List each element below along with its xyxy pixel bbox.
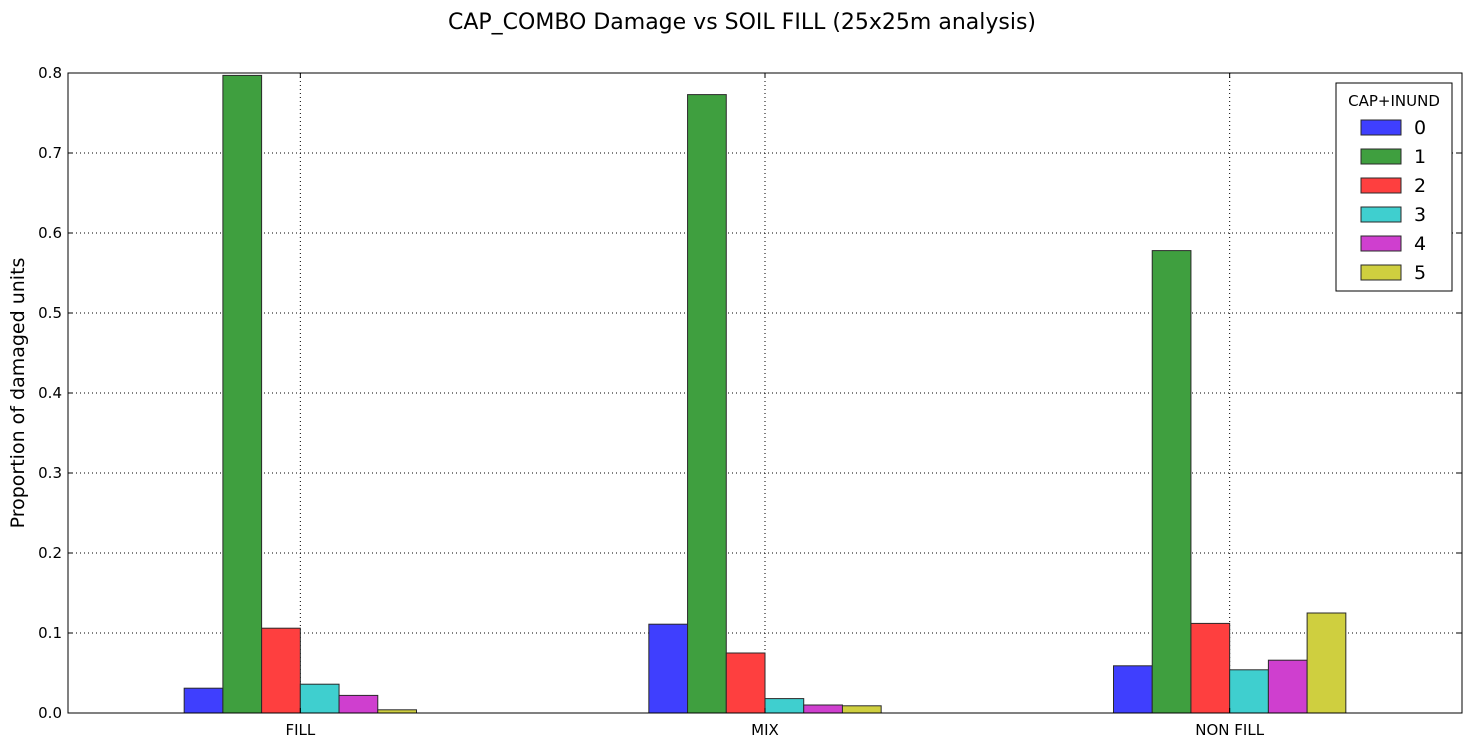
x-tick-label: NON FILL: [1195, 721, 1264, 739]
legend-swatch-3: [1360, 206, 1402, 223]
y-tick-label: 0.5: [38, 304, 62, 322]
bar-fill-series-1: [222, 74, 263, 714]
legend-label-5: 5: [1414, 262, 1426, 284]
legend-label-1: 1: [1414, 146, 1426, 168]
grid-lines: [68, 73, 1462, 713]
bar-mix-series-2: [725, 652, 766, 714]
y-tick-label: 0.2: [38, 544, 62, 562]
legend-label-2: 2: [1414, 175, 1426, 197]
bar-mix-series-0: [648, 623, 689, 714]
bar-non-fill-series-2: [1190, 622, 1231, 714]
x-tick-label: MIX: [751, 721, 779, 739]
bar-mix-series-3: [764, 698, 805, 714]
legend-label-0: 0: [1414, 117, 1426, 139]
bar-non-fill-series-0: [1113, 665, 1153, 714]
legend: CAP+INUND 0 1 2 3 4 5: [1335, 82, 1453, 292]
bar-non-fill-series-4: [1267, 659, 1308, 714]
bar-mix-series-5: [841, 705, 882, 714]
legend-swatch-2: [1360, 177, 1402, 194]
legend-swatch-0: [1360, 119, 1402, 136]
bar-fill-series-4: [338, 694, 379, 714]
bar-non-fill-series-5: [1306, 612, 1347, 714]
y-axis-label: Proportion of damaged units: [7, 258, 29, 529]
legend-swatch-5: [1360, 264, 1402, 281]
bar-non-fill-series-1: [1151, 250, 1192, 714]
y-tick-label: 0.3: [38, 464, 62, 482]
legend-label-4: 4: [1414, 233, 1426, 255]
legend-title: CAP+INUND: [1348, 92, 1440, 110]
bar-mix-series-1: [687, 94, 727, 714]
bar-mix-series-4: [803, 704, 843, 714]
y-tick-label: 0.0: [38, 704, 62, 722]
axis-ticks: 0.0 0.1 0.2 0.3 0.4 0.5 0.6 0.7 0.8 FILL MIX NON FI…: [38, 64, 1462, 739]
x-tick-label: FILL: [285, 721, 315, 739]
chart-title: CAP_COMBO Damage vs SOIL FILL (25x25m an…: [448, 10, 1036, 35]
bar-non-fill-series-3: [1229, 669, 1269, 714]
bar-fill-series-2: [261, 627, 301, 714]
y-tick-label: 0.6: [38, 224, 62, 242]
legend-swatch-1: [1360, 148, 1402, 165]
bar-fill-series-3: [299, 683, 340, 714]
legend-label-3: 3: [1414, 204, 1426, 226]
y-tick-label: 0.1: [38, 624, 62, 642]
bar-fill-series-0: [183, 687, 224, 714]
legend-swatch-4: [1360, 235, 1402, 252]
y-tick-label: 0.8: [38, 64, 62, 82]
y-tick-label: 0.7: [38, 144, 62, 162]
y-tick-label: 0.4: [38, 384, 62, 402]
